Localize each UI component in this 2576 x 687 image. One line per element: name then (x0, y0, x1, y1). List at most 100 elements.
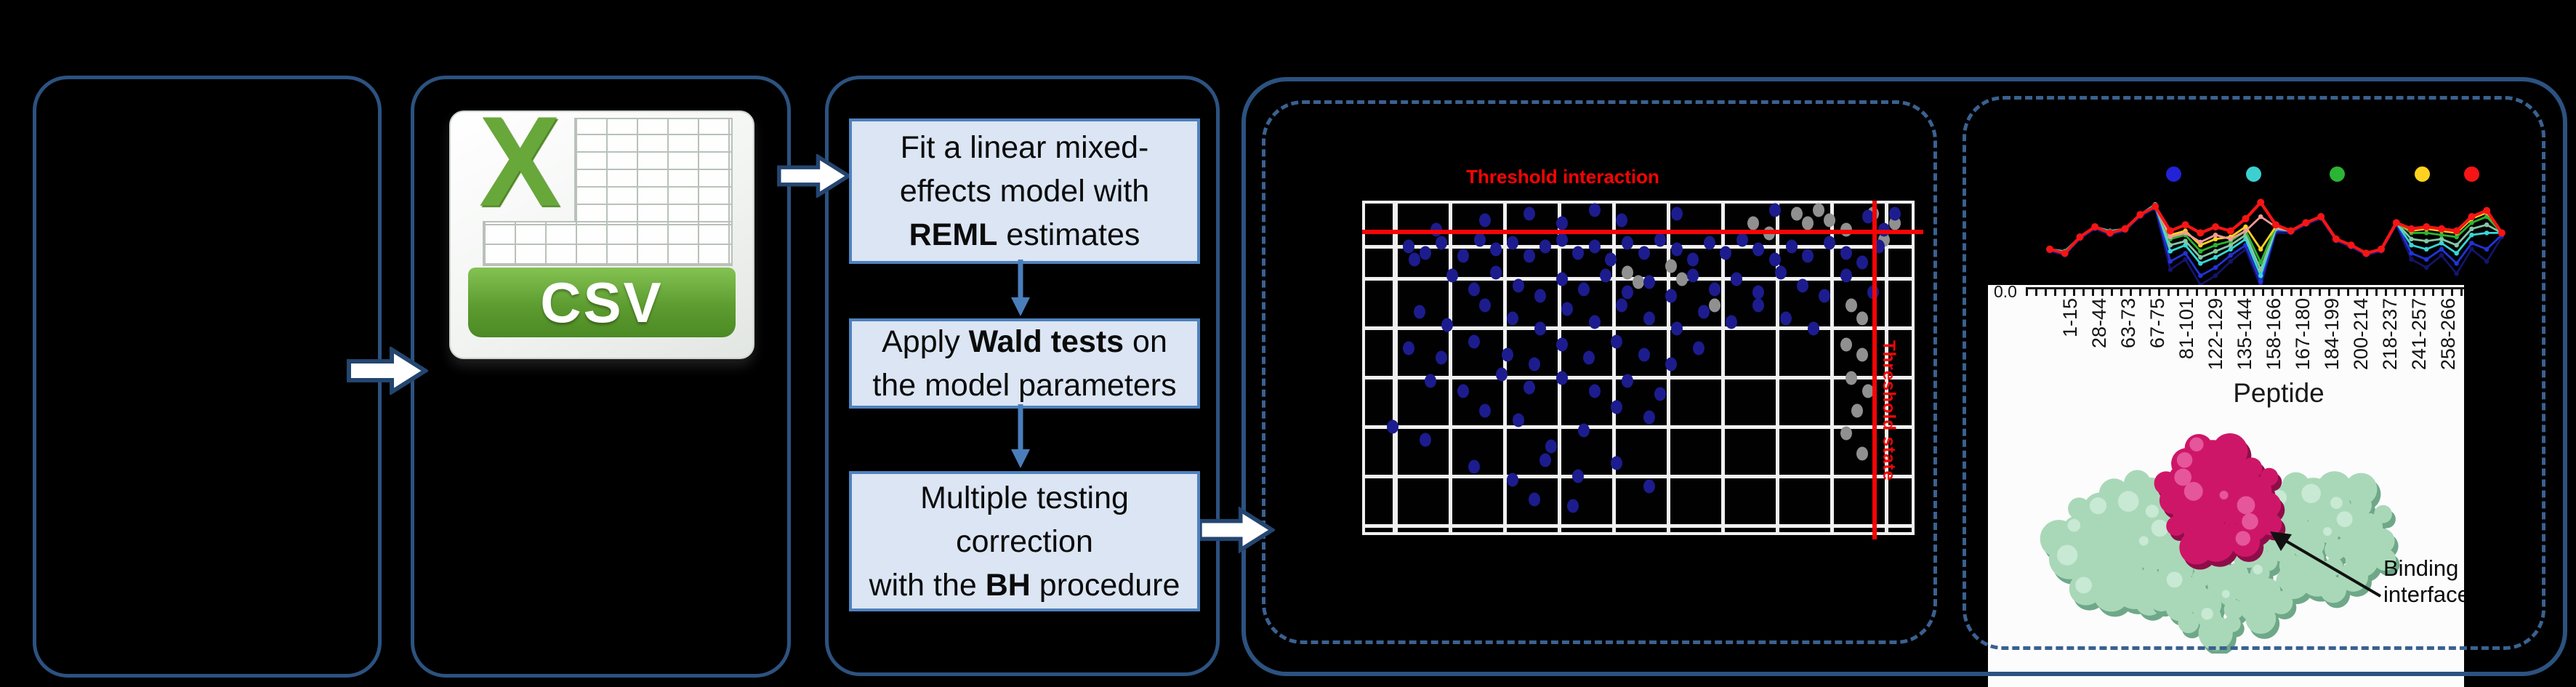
blue-data-point (1457, 384, 1470, 398)
protein-surface-highlight (2067, 518, 2081, 532)
csv-label: CSV (468, 268, 736, 337)
blue-data-point (1588, 315, 1601, 329)
blue-data-point (1419, 246, 1431, 260)
arrow-right-icon (777, 154, 853, 198)
deuterium-uptake-chart (2046, 198, 2505, 290)
blue-data-point (1507, 236, 1519, 250)
blue-data-point (1610, 334, 1622, 349)
uptake-data-marker (2424, 246, 2429, 252)
blue-data-point (1441, 318, 1453, 332)
blue-data-point (1507, 473, 1519, 487)
blue-data-point (1468, 459, 1481, 474)
flow-step-line: Fit a linear mixed- (900, 130, 1149, 165)
protein-surface-highlight (2075, 576, 2093, 594)
gray-data-point (1676, 272, 1689, 286)
uptake-data-marker (2213, 273, 2218, 278)
blue-data-point (1479, 213, 1492, 228)
threshold-scatter-plot (1362, 201, 1923, 539)
protein-surface (2149, 586, 2174, 612)
blue-data-point (1796, 278, 1808, 293)
protein-surface-highlight (2242, 513, 2258, 530)
blue-data-point (1643, 410, 1656, 425)
uptake-data-marker (2258, 279, 2263, 284)
blue-data-point (1572, 469, 1585, 483)
blue-data-point (1665, 357, 1678, 371)
uptake-data-marker (2136, 211, 2144, 219)
blue-data-point (1616, 213, 1628, 228)
uptake-data-marker (2213, 249, 2218, 254)
uptake-data-marker (2213, 243, 2218, 248)
blue-data-point (1818, 289, 1830, 303)
blue-data-point (1670, 242, 1683, 257)
protein-surface (2241, 457, 2263, 479)
blue-data-point (1610, 400, 1622, 414)
gray-data-point (1851, 403, 1863, 418)
blue-data-point (1780, 311, 1792, 326)
uptake-data-marker (2409, 243, 2414, 248)
uptake-data-marker (2183, 251, 2188, 256)
legend-dot-icon (2166, 166, 2181, 182)
uptake-data-marker (2228, 253, 2233, 258)
blue-data-point (1529, 357, 1541, 371)
scatter-title: Threshold interaction (1466, 166, 1659, 188)
blue-data-point (1621, 285, 1633, 300)
gray-data-point (1747, 216, 1759, 230)
y-axis-tick-label: 0.0 (1994, 285, 2017, 301)
uptake-data-marker (2046, 245, 2053, 253)
uptake-data-marker (2183, 238, 2188, 244)
blue-data-point (1512, 278, 1524, 293)
blue-data-point (1539, 239, 1552, 254)
uptake-data-marker (2257, 198, 2265, 206)
uptake-data-marker (2198, 239, 2203, 245)
gray-data-point (1861, 384, 1874, 398)
blue-data-point (1534, 289, 1546, 303)
protein-surface-highlight (2219, 491, 2229, 499)
uptake-data-marker (2212, 223, 2220, 230)
protein-surface (2212, 433, 2248, 469)
blue-data-point (1457, 249, 1470, 263)
blue-data-point (1692, 341, 1704, 355)
blue-data-point (1785, 239, 1798, 254)
protein-surface-highlight (2323, 527, 2333, 536)
arrow-down-icon (1011, 404, 1030, 468)
uptake-data-marker (2228, 246, 2233, 252)
uptake-data-marker (2228, 236, 2233, 241)
blue-data-point (1468, 334, 1481, 349)
blue-data-point (1599, 268, 1611, 283)
uptake-data-marker (2468, 213, 2476, 220)
uptake-data-marker (2437, 225, 2445, 233)
uptake-data-marker (2497, 229, 2505, 237)
gray-data-point (1633, 275, 1644, 289)
uptake-data-marker (2407, 225, 2415, 233)
blue-data-point (1665, 289, 1678, 303)
protein-surface-highlight (2330, 497, 2343, 510)
binding-interface-label: interface (2383, 582, 2464, 607)
blue-data-point (1555, 337, 1568, 352)
blue-data-point (1725, 315, 1737, 329)
blue-data-point (1588, 384, 1601, 398)
x-axis-line (2026, 287, 2464, 289)
excel-x-logo: X (478, 89, 561, 233)
flow-step-line: Apply Wald tests on (882, 324, 1167, 359)
blue-data-point (1386, 419, 1398, 434)
uptake-data-marker (2152, 203, 2160, 210)
protein-surface-highlight (2201, 608, 2213, 620)
uptake-data-marker (2469, 246, 2474, 252)
protein-surface-highlight (2166, 571, 2183, 588)
protein-structure-image (2040, 433, 2400, 654)
protein-surface (2226, 563, 2249, 585)
blue-data-point (1403, 341, 1415, 355)
uptake-data-marker (2454, 243, 2459, 248)
protein-surface-highlight (2253, 564, 2263, 575)
protein-surface (2276, 565, 2310, 600)
protein-surface (2198, 616, 2233, 651)
legend-dot-icon (2415, 166, 2430, 182)
blue-data-point (1703, 236, 1715, 250)
gray-data-point (1856, 347, 1869, 362)
threshold-state-label: Threshold state (1879, 340, 1899, 481)
uptake-data-marker (2454, 261, 2459, 266)
protein-surface-highlight (2183, 481, 2203, 501)
uptake-data-marker (2198, 254, 2203, 260)
uptake-data-marker (2424, 230, 2429, 236)
blue-data-point (1588, 239, 1601, 254)
